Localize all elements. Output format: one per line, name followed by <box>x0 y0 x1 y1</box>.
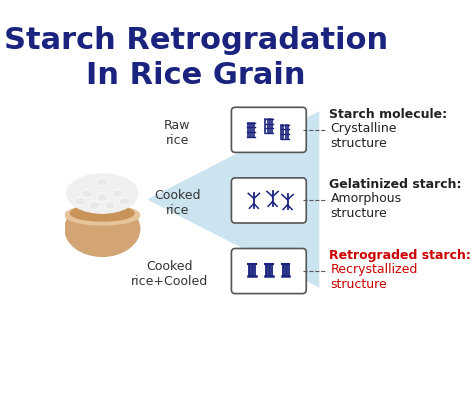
Ellipse shape <box>121 199 129 204</box>
Text: Recrystallized
structure: Recrystallized structure <box>330 263 418 291</box>
Text: Raw
rice: Raw rice <box>164 119 191 147</box>
Ellipse shape <box>71 205 134 221</box>
Ellipse shape <box>91 203 99 208</box>
Ellipse shape <box>113 190 122 197</box>
FancyBboxPatch shape <box>231 248 306 293</box>
Text: Gelatinized starch:: Gelatinized starch: <box>328 178 461 191</box>
Ellipse shape <box>90 202 100 209</box>
Ellipse shape <box>76 199 84 204</box>
Text: Starch Retrogradation: Starch Retrogradation <box>4 26 388 55</box>
Ellipse shape <box>106 203 114 208</box>
Text: Cooked
rice+Cooled: Cooked rice+Cooled <box>131 260 208 288</box>
Ellipse shape <box>65 201 140 256</box>
Text: Retrograded starch:: Retrograded starch: <box>328 249 471 262</box>
Ellipse shape <box>83 191 91 196</box>
Ellipse shape <box>65 205 140 225</box>
Ellipse shape <box>75 198 84 205</box>
Ellipse shape <box>67 174 138 213</box>
Text: Starch molecule:: Starch molecule: <box>328 108 447 120</box>
Polygon shape <box>147 111 319 288</box>
Text: Amorphous
structure: Amorphous structure <box>330 192 401 220</box>
Ellipse shape <box>98 179 107 184</box>
Ellipse shape <box>105 202 114 209</box>
Ellipse shape <box>120 198 129 205</box>
Ellipse shape <box>98 178 107 185</box>
Ellipse shape <box>98 195 107 200</box>
Ellipse shape <box>98 194 107 201</box>
Text: Crystalline
structure: Crystalline structure <box>330 122 397 150</box>
Ellipse shape <box>82 190 92 197</box>
FancyBboxPatch shape <box>231 178 306 223</box>
FancyBboxPatch shape <box>231 107 306 152</box>
Text: Cooked
rice: Cooked rice <box>154 189 201 217</box>
Text: In Rice Grain: In Rice Grain <box>86 61 306 90</box>
Ellipse shape <box>113 191 121 196</box>
